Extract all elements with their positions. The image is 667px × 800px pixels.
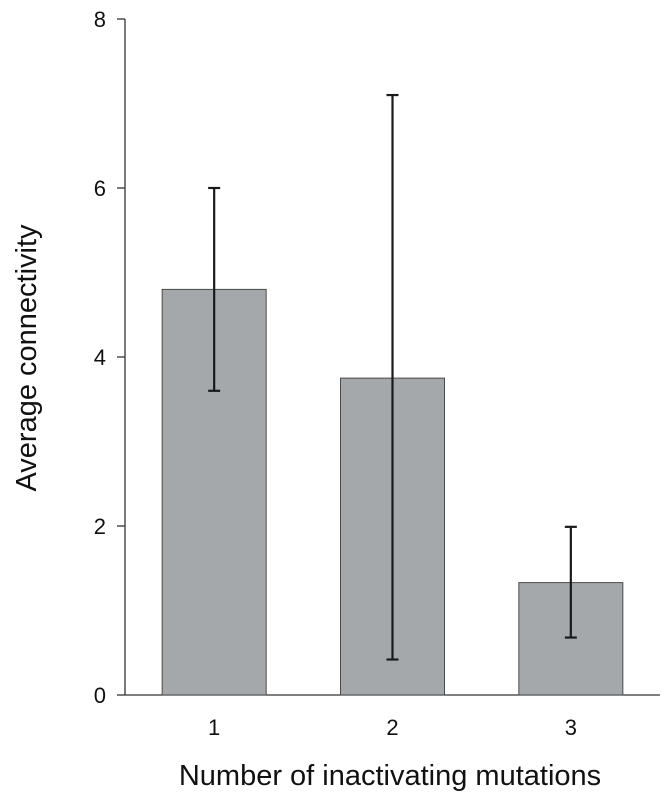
error-bar: [564, 525, 577, 639]
y-tick-label: 8: [94, 7, 106, 32]
y-tick-label: 6: [94, 176, 106, 201]
error-bars: [208, 93, 577, 661]
x-tick-label: 2: [386, 715, 398, 740]
x-tick-label: 1: [208, 715, 220, 740]
y-axis-title: Average connectivity: [11, 224, 43, 492]
x-tick-label: 3: [565, 715, 577, 740]
x-axis-title: Number of inactivating mutations: [179, 760, 601, 792]
y-tick-label: 2: [94, 514, 106, 539]
x-axis: 1 2 3: [125, 694, 660, 740]
y-axis: 0 2 4 6 8: [94, 7, 126, 708]
error-bar: [208, 186, 221, 392]
y-tick-label: 4: [94, 345, 106, 370]
error-bar: [386, 93, 399, 661]
y-tick-label: 0: [94, 683, 106, 708]
